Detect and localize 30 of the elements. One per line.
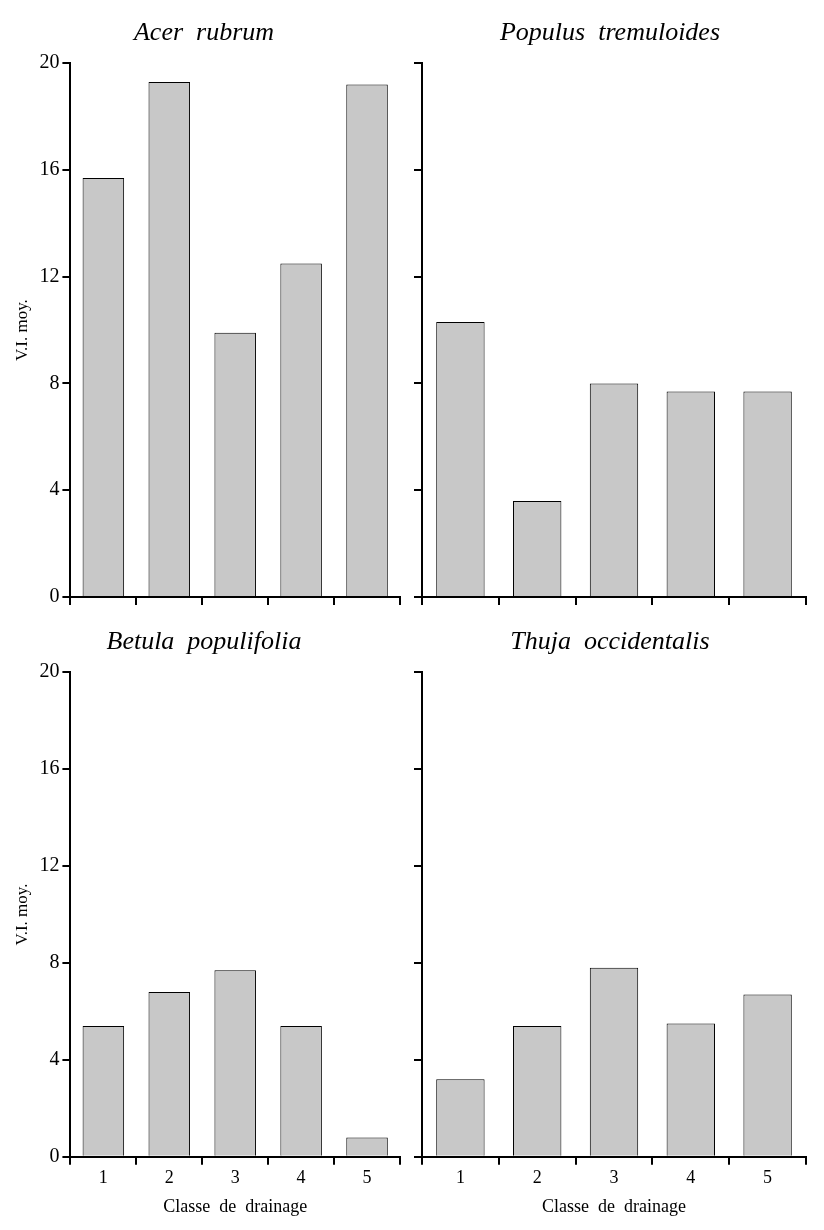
chart-title: Thuja occidentalis: [510, 626, 710, 656]
x-tick-label: 2: [164, 1167, 174, 1188]
y-tick-label: 8: [49, 370, 60, 393]
y-tick-label: 12: [39, 853, 60, 876]
x-tick-label: 1: [455, 1167, 465, 1188]
y-tick-label: 8: [49, 950, 60, 973]
y-tick-label: 16: [39, 157, 60, 180]
x-tick-label: 2: [532, 1167, 542, 1188]
y-tick-label: 12: [39, 263, 60, 286]
x-tick-label: 4: [686, 1167, 696, 1188]
y-tick-label: 4: [49, 477, 60, 500]
x-tick-label: 1: [98, 1167, 108, 1188]
y-axis-title: V.I. moy.: [11, 299, 31, 362]
x-tick-label: 3: [609, 1167, 619, 1188]
x-tick-label: 5: [763, 1167, 773, 1188]
chart-title: Populus tremuloides: [498, 17, 721, 47]
y-tick-label: 16: [39, 756, 60, 779]
chart-title: Betula populifolia: [106, 626, 302, 656]
x-axis-title: Classe de drainage: [542, 1195, 686, 1216]
x-tick-label: 3: [230, 1167, 240, 1188]
chart-title: Acer rubrum: [131, 17, 275, 47]
x-tick-label: 4: [296, 1167, 306, 1188]
y-tick-label: 0: [49, 584, 60, 607]
x-axis-title: Classe de drainage: [163, 1195, 308, 1216]
y-axis-title: V.I. moy.: [11, 883, 31, 946]
x-tick-label: 5: [362, 1167, 372, 1188]
y-tick-label: 0: [49, 1144, 60, 1167]
y-tick-label: 20: [39, 659, 60, 682]
y-tick-label: 20: [39, 50, 60, 73]
y-tick-label: 4: [49, 1047, 60, 1070]
